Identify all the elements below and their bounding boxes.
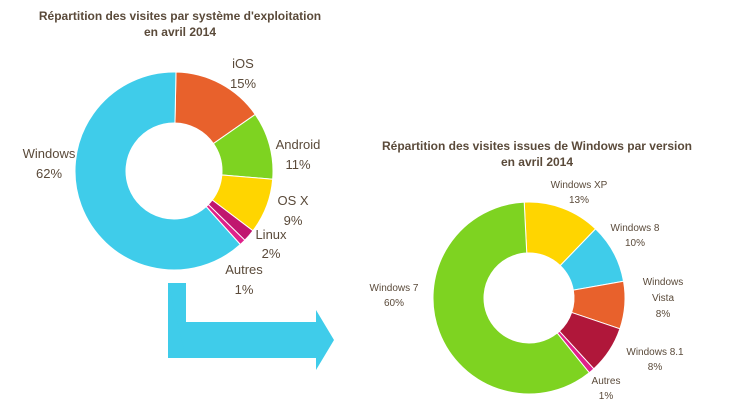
donut-chart-windows [432, 201, 626, 395]
value-0-autres: 1% [235, 282, 254, 297]
slice-windows [74, 71, 242, 271]
label-1-windows-vista-line1: Windows [643, 277, 684, 288]
value-1-windows-8: 10% [625, 238, 645, 249]
value-0-android: 11% [285, 157, 310, 172]
chart-title-windows-line2: en avril 2014 [500, 155, 574, 169]
label-1-windows-8: Windows 8 [611, 223, 660, 234]
value-0-ios: 15% [230, 76, 256, 91]
value-1-windows-7: 60% [384, 298, 404, 309]
slice-windows-7 [432, 201, 590, 395]
value-1-windows-8-1: 8% [648, 362, 663, 373]
chart-title-windows-line1: Répartition des visites issues de Window… [382, 139, 692, 153]
label-0-linux: Linux [255, 227, 287, 242]
label-0-android: Android [276, 137, 321, 152]
chart-title-windows: Répartition des visites issues de Window… [362, 138, 712, 170]
label-1-windows-vista-line2: Vista [652, 293, 674, 304]
donut-chart-os [74, 71, 274, 271]
value-1-windows-vista: 8% [656, 309, 671, 320]
value-1-windows-xp: 13% [569, 195, 589, 206]
label-1-windows-8-1: Windows 8.1 [626, 347, 684, 358]
connector-arrow-corner [168, 283, 186, 358]
label-1-autres: Autres [592, 376, 621, 387]
label-0-os-x: OS X [277, 193, 308, 208]
label-1-windows-xp: Windows XP [551, 180, 608, 191]
chart-title-os: Répartition des visites par système d'ex… [10, 8, 350, 40]
value-0-linux: 2% [262, 246, 281, 261]
chart-title-os-line2: en avril 2014 [143, 25, 217, 39]
value-0-windows: 62% [36, 166, 62, 181]
chart-title-os-line1: Répartition des visites par système d'ex… [38, 9, 322, 23]
label-0-autres: Autres [225, 262, 263, 277]
label-0-windows: Windows [23, 146, 76, 161]
value-1-autres: 1% [599, 391, 614, 402]
connector-arrow-shape [168, 283, 334, 370]
value-0-os-x: 9% [284, 213, 303, 228]
label-0-ios: iOS [232, 56, 254, 71]
arrow-right-icon [168, 283, 334, 370]
label-1-windows-7: Windows 7 [370, 283, 419, 294]
